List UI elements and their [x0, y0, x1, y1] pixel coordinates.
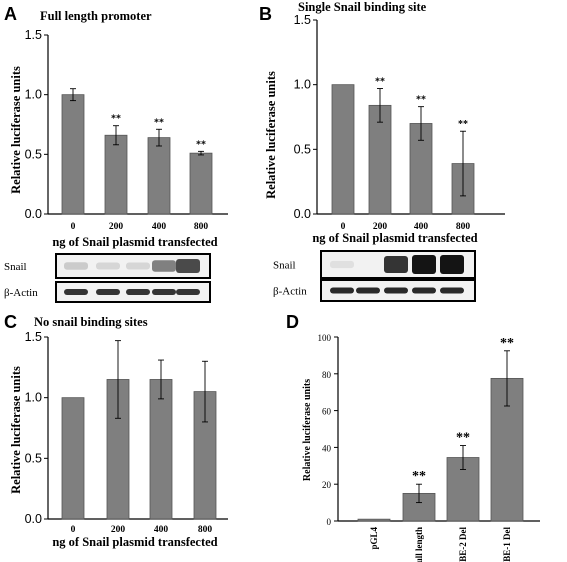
y-tick-label-c: 1.5	[25, 330, 42, 344]
y-axis-label-a: Relative luciferase units	[9, 66, 23, 194]
y-tick-label-c: 0.5	[25, 451, 42, 465]
blot-band-b-0-4	[440, 255, 464, 274]
significance-label-a-3: **	[196, 139, 206, 150]
x-tick-label-d-0: pGL4	[369, 527, 379, 550]
y-axis-label-b: Relative luciferase units	[264, 71, 278, 199]
panel-b: B Single Snail binding site Relative luc…	[259, 0, 478, 245]
blot-band-a-0-0	[64, 262, 88, 270]
significance-label-b-2: **	[416, 95, 426, 106]
blot-band-b-1-3	[412, 287, 436, 294]
y-tick-label-b: 0.0	[294, 207, 311, 221]
blot-band-a-1-0	[64, 289, 88, 295]
x-tick-label-c-0: 0	[71, 525, 76, 535]
panel-title-c: No snail binding sites	[34, 315, 148, 329]
y-tick-label-d: 80	[322, 370, 332, 380]
blot-band-a-0-3	[152, 260, 176, 272]
blot-label-a-1: β-Actin	[4, 287, 38, 299]
x-tick-label-c-3: 800	[198, 525, 213, 535]
blot-band-a-1-1	[96, 289, 120, 295]
bar-a-2	[147, 137, 171, 215]
significance-label-d-1: **	[412, 469, 426, 484]
y-tick-label-a: 1.5	[25, 28, 42, 42]
blot-label-b-0: Snail	[273, 260, 296, 272]
panel-c: C No snail binding sites Relative lucife…	[4, 312, 218, 549]
y-tick-label-b: 1.5	[294, 13, 311, 27]
x-tick-label-b-3: 800	[456, 222, 471, 232]
x-tick-label-b-0: 0	[341, 222, 346, 232]
blot-band-a-1-4	[176, 289, 200, 295]
x-axis-label-c: ng of Snail plasmid transfected	[52, 535, 217, 549]
blot-label-a-0: Snail	[4, 261, 27, 273]
x-tick-label-b-2: 400	[414, 222, 429, 232]
blot-band-a-0-4	[176, 258, 200, 274]
blot-band-b-1-4	[440, 287, 464, 294]
x-axis-label-b: ng of Snail plasmid transfected	[312, 231, 477, 245]
blot-band-b-0-3	[412, 255, 436, 274]
significance-label-d-2: **	[456, 431, 470, 446]
y-tick-label-d: 20	[322, 480, 332, 490]
panel-label-c: C	[4, 312, 17, 332]
blot-band-a-1-3	[152, 289, 176, 295]
x-tick-label-c-2: 400	[154, 525, 169, 535]
bar-d-0	[357, 518, 391, 522]
x-tick-label-b-1: 200	[373, 222, 388, 232]
panel-d: D Relative luciferase units	[286, 312, 313, 481]
x-tick-label-d-2: SBE-2 Del	[458, 527, 468, 562]
blot-band-b-0-2	[384, 255, 408, 274]
y-tick-label-b: 1.0	[294, 78, 311, 92]
y-axis-label-c: Relative luciferase units	[9, 366, 23, 494]
bar-a-1	[104, 134, 128, 215]
x-tick-label-a-1: 200	[109, 222, 124, 232]
x-tick-label-a-2: 400	[152, 222, 167, 232]
blot-band-b-1-2	[384, 287, 408, 294]
x-tick-label-a-3: 800	[194, 222, 209, 232]
bar-a-0	[61, 94, 85, 215]
y-tick-label-a: 1.0	[25, 88, 42, 102]
blot-band-b-1-1	[356, 287, 380, 294]
bar-c-0	[61, 397, 85, 520]
y-axis-label-d: Relative luciferase units	[302, 379, 313, 481]
blot-band-b-0-0	[330, 260, 354, 269]
bar-b-0	[331, 84, 355, 215]
y-tick-label-c: 1.0	[25, 391, 42, 405]
significance-label-b-3: **	[458, 119, 468, 130]
bar-a-3	[189, 152, 213, 215]
y-tick-label-b: 0.5	[294, 142, 311, 156]
blot-band-a-1-2	[126, 289, 150, 295]
x-axis-label-a: ng of Snail plasmid transfected	[52, 235, 217, 249]
blot-label-b-1: β-Actin	[273, 286, 307, 298]
x-tick-label-d-3: SBE-1 Del	[502, 527, 512, 562]
blot-band-a-0-1	[96, 262, 120, 270]
y-tick-label-d: 60	[322, 407, 332, 417]
y-tick-label-d: 0	[327, 517, 332, 527]
panel-a: A Full length promoter Relative lucifera…	[4, 4, 218, 249]
y-tick-label-c: 0.0	[25, 512, 42, 526]
panel-label-d: D	[286, 312, 299, 332]
blot-band-a-0-2	[126, 262, 150, 270]
y-tick-label-a: 0.0	[25, 207, 42, 221]
panel-label-a: A	[4, 4, 17, 24]
significance-label-b-1: **	[375, 77, 385, 88]
x-tick-label-d-1: Full length	[414, 527, 424, 562]
y-tick-label-d: 100	[318, 333, 332, 343]
significance-label-d-3: **	[500, 336, 514, 351]
significance-label-a-2: **	[154, 117, 164, 128]
y-tick-label-d: 40	[322, 443, 332, 453]
x-tick-label-a-0: 0	[71, 222, 76, 232]
significance-label-a-1: **	[111, 114, 121, 125]
x-tick-label-c-1: 200	[111, 525, 126, 535]
bar-c-2	[149, 379, 173, 520]
blot-band-b-1-0	[330, 287, 354, 294]
panel-title-a: Full length promoter	[40, 9, 152, 23]
panel-label-b: B	[259, 4, 272, 24]
y-tick-label-a: 0.5	[25, 147, 42, 161]
panel-title-b: Single Snail binding site	[298, 0, 427, 14]
